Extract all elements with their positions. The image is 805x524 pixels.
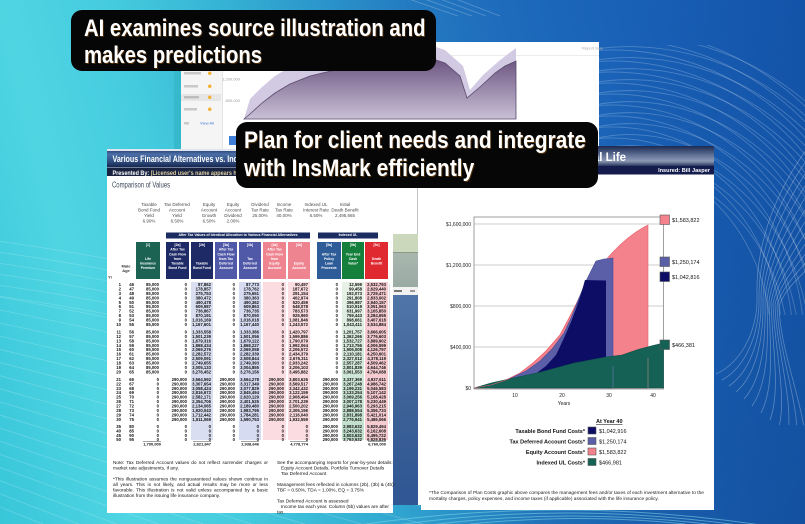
svg-text:Years: Years	[558, 401, 571, 407]
svg-text:Insured: Bill Jasper: Insured: Bill Jasper	[658, 168, 711, 174]
svg-text:*The Comparison of Plan Costs: *The Comparison of Plan Costs graphic ab…	[429, 490, 704, 496]
svg-text:20: 20	[559, 393, 565, 399]
svg-text:30: 30	[606, 393, 612, 399]
svg-text:Taxable Bond Fund Costs*: Taxable Bond Fund Costs*	[515, 429, 585, 435]
svg-text:$1,583,822: $1,583,822	[672, 218, 700, 224]
svg-text:$1,600,000: $1,600,000	[446, 222, 471, 228]
svg-text:$1,200,000: $1,200,000	[446, 263, 471, 269]
svg-text:Equity Account Costs*: Equity Account Costs*	[526, 450, 586, 456]
svg-text:$1,042,816: $1,042,816	[672, 275, 700, 281]
svg-text:$466,381: $466,381	[672, 343, 695, 349]
svg-text:$466,981: $466,981	[599, 461, 622, 467]
svg-text:$1,250,174: $1,250,174	[672, 260, 700, 266]
svg-text:$400,000: $400,000	[450, 345, 471, 351]
svg-text:$1,042,916: $1,042,916	[599, 429, 627, 435]
svg-text:$1,583,822: $1,583,822	[599, 450, 627, 456]
svg-text:40: 40	[650, 393, 656, 399]
svg-text:At Year 40: At Year 40	[596, 419, 623, 425]
svg-text:mortality charges, policy expe: mortality charges, policy expenses, and …	[429, 496, 659, 502]
svg-text:Indexed UL Costs*: Indexed UL Costs*	[537, 461, 586, 467]
svg-text:$1,250,174: $1,250,174	[599, 440, 627, 446]
svg-text:$800,000: $800,000	[450, 304, 471, 310]
svg-text:$0: $0	[465, 386, 471, 392]
svg-text:10: 10	[512, 393, 518, 399]
svg-text:Tax Deferred Account Costs*: Tax Deferred Account Costs*	[510, 440, 586, 446]
